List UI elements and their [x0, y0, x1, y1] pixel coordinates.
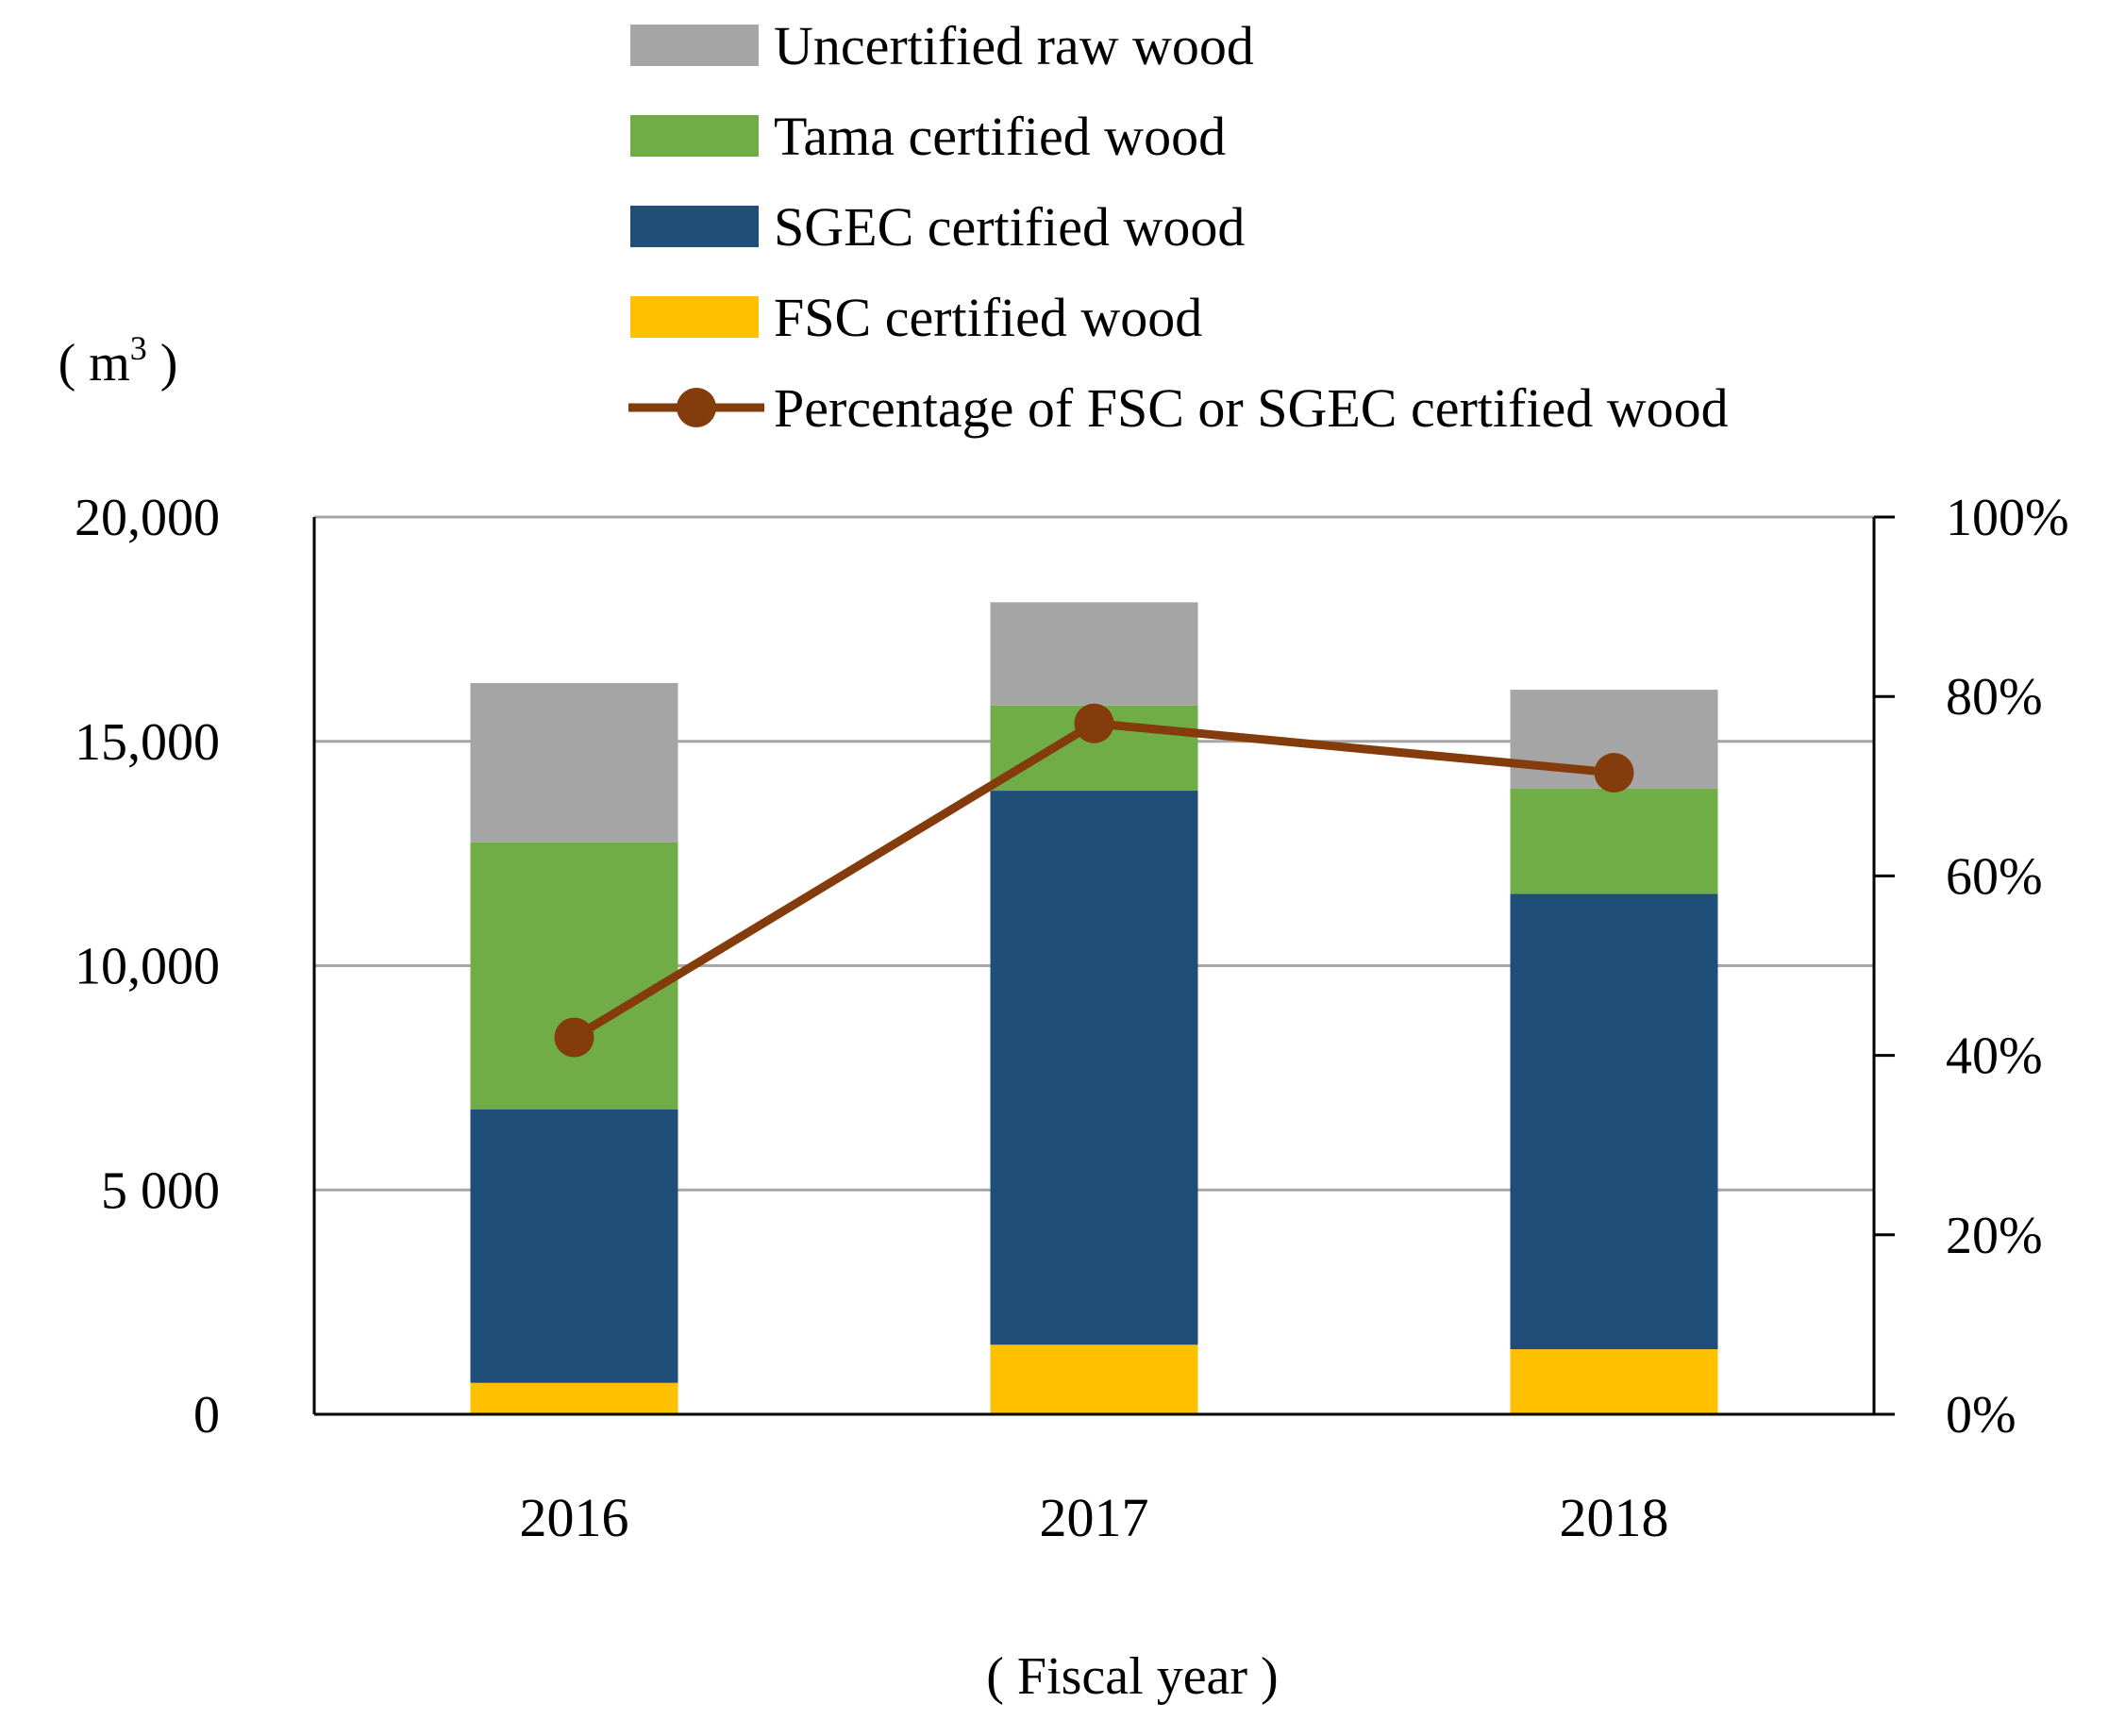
legend-swatch: [630, 25, 759, 66]
percentage-point-2017: [1074, 703, 1114, 743]
bar-fsc-certified-wood-2016: [470, 1382, 678, 1414]
y2-tick-label: 0%: [1946, 1386, 2016, 1444]
y2-axis-ticks: 0% 20% 40% 60% 80% 100%: [1874, 489, 2069, 1444]
legend-swatch: [630, 296, 759, 338]
legend-item-percentage-of-fsc-or-sgec-certified-wood: Percentage of FSC or SGEC certified wood: [628, 377, 1729, 439]
legend-marker-swatch: [677, 388, 716, 427]
y-tick-label: 0: [193, 1386, 220, 1444]
bar-tama-certified-wood-2016: [470, 842, 678, 1110]
legend-label: FSC certified wood: [774, 287, 1202, 348]
bar-fsc-certified-wood-2017: [990, 1344, 1198, 1414]
percentage-point-2018: [1594, 753, 1634, 793]
bar-sgec-certified-wood-2017: [990, 791, 1198, 1345]
legend-item-uncertified-raw-wood: Uncertified raw wood: [630, 15, 1254, 76]
legend-label: Percentage of FSC or SGEC certified wood: [774, 377, 1729, 439]
axes: [312, 517, 1876, 1416]
legend-item-tama-certified-wood: Tama certified wood: [630, 106, 1226, 167]
bars: [470, 602, 1718, 1414]
percentage-point-2016: [554, 1017, 594, 1058]
y2-tick-label: 20%: [1946, 1207, 2043, 1265]
legend-label: Uncertified raw wood: [774, 15, 1254, 76]
percentage-line: [554, 703, 1634, 1058]
y2-tick-label: 100%: [1946, 489, 2069, 547]
bar-sgec-certified-wood-2016: [470, 1109, 678, 1383]
legend-label: SGEC certified wood: [774, 196, 1245, 258]
y-tick-label: 15,000: [75, 713, 220, 772]
legend-item-sgec-certified-wood: SGEC certified wood: [630, 196, 1245, 258]
y-axis-unit-label: ( m3 ): [59, 329, 178, 392]
y2-tick-label: 60%: [1946, 847, 2043, 906]
x-tick-label-2017: 2017: [1040, 1487, 1149, 1548]
y-tick-label: 20,000: [75, 489, 220, 547]
bar-uncertified-raw-wood-2017: [990, 602, 1198, 706]
legend-label: Tama certified wood: [774, 106, 1226, 167]
x-axis-ticks: 2016 2017 2018: [520, 1487, 1669, 1548]
y-tick-label: 5 000: [101, 1161, 220, 1220]
legend-swatch: [630, 206, 759, 247]
legend-swatch: [630, 115, 759, 157]
y2-tick-label: 40%: [1946, 1027, 2043, 1086]
x-tick-label-2018: 2018: [1560, 1487, 1669, 1548]
y2-tick-label: 80%: [1946, 668, 2043, 726]
x-axis-label: ( Fiscal year ): [986, 1647, 1278, 1706]
y-axis-ticks: 0 5 000 10,000 15,000 20,000: [75, 489, 220, 1444]
bar-tama-certified-wood-2018: [1510, 788, 1718, 894]
legend: Uncertified raw wood Tama certified wood S…: [628, 15, 1729, 439]
bar-fsc-certified-wood-2018: [1510, 1349, 1718, 1414]
bar-uncertified-raw-wood-2016: [470, 682, 678, 843]
y-tick-label: 10,000: [75, 938, 220, 996]
x-tick-label-2016: 2016: [520, 1487, 629, 1548]
legend-item-fsc-certified-wood: FSC certified wood: [630, 287, 1202, 348]
bar-sgec-certified-wood-2018: [1510, 893, 1718, 1350]
